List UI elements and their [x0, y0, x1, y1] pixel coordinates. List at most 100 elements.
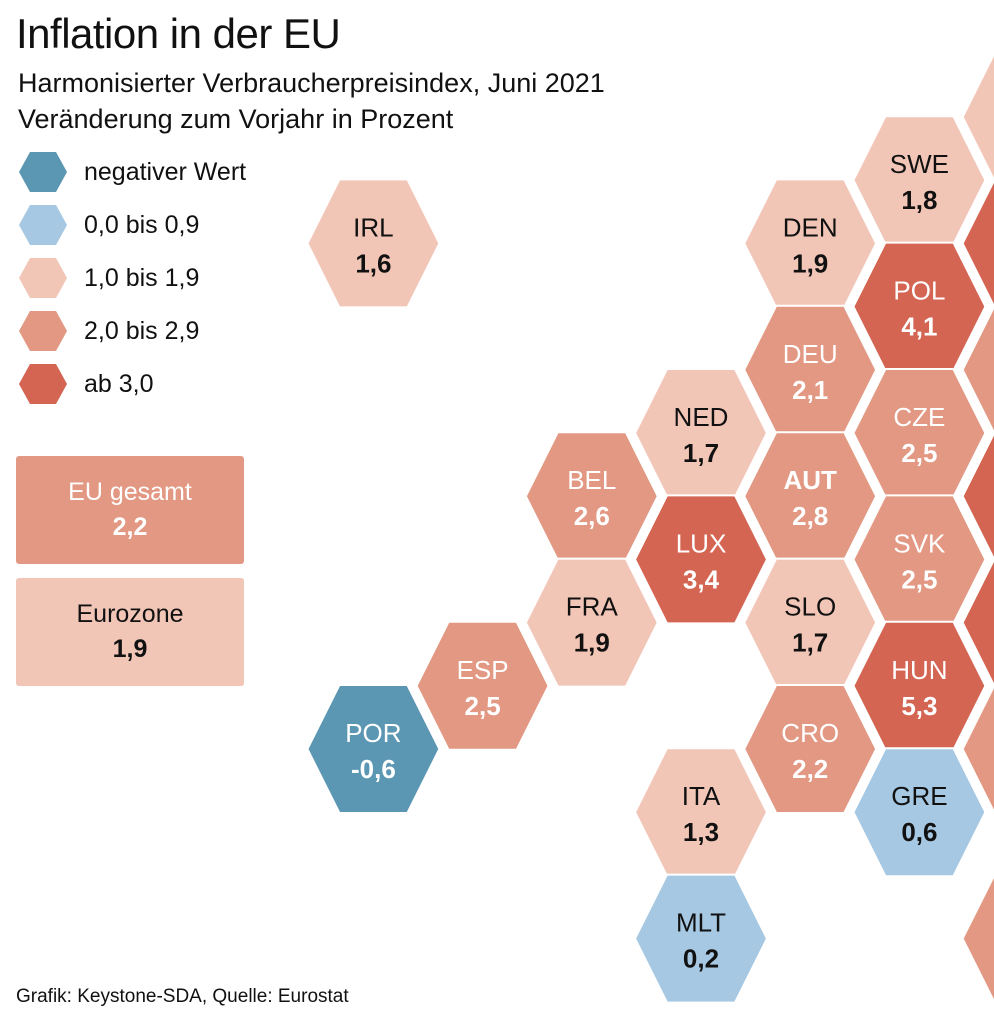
country-value-deu: 2,1 [792, 375, 828, 405]
country-code-esp: ESP [457, 655, 509, 685]
hex-cro [743, 684, 878, 814]
country-value-den: 1,9 [792, 248, 828, 278]
country-tile-den: DEN 1,9 [743, 178, 878, 309]
legend-swatch-1-1.9 [19, 258, 67, 298]
country-code-cro: CRO [781, 718, 839, 748]
hex-lux [633, 494, 769, 625]
chart-subtitle-line2: Veränderung zum Vorjahr in Prozent [18, 104, 454, 134]
country-code-bel: BEL [567, 465, 616, 495]
eurozone-label: Eurozone [76, 600, 184, 628]
country-tile-ita: ITA 1,3 [633, 747, 769, 878]
country-tile-ned: NED 1,7 [633, 368, 769, 498]
country-tile-bul: BUL2,4 [961, 684, 994, 814]
country-value-esp: 2,5 [465, 691, 501, 721]
eurozone-box: Eurozone 1,9 [16, 578, 244, 686]
country-code-ita: ITA [682, 781, 721, 811]
hex-cze [852, 368, 987, 498]
country-tile-aut: AUT 2,8 [743, 431, 878, 562]
country-value-fra: 1,9 [574, 628, 610, 658]
legend-label-2-2.9: 2,0 bis 2,9 [84, 316, 200, 345]
hex-esp [415, 620, 550, 751]
country-tile-cze: CZE 2,5 [852, 368, 987, 498]
country-code-cze: CZE [893, 402, 945, 432]
country-code-irl: IRL [353, 212, 393, 242]
country-tile-gre: GRE 0,6 [852, 747, 987, 878]
hex-gre [852, 747, 987, 878]
hex-fin [961, 52, 994, 182]
country-tile-hun: HUN 5,3 [852, 620, 987, 751]
hex-bul [961, 684, 994, 814]
country-code-lux: LUX [676, 528, 727, 558]
country-tile-lux: LUX 3,4 [633, 494, 769, 625]
legend-label-0-0.9: 0,0 bis 0,9 [84, 210, 200, 239]
country-value-bel: 2,6 [574, 501, 610, 531]
country-value-ita: 1,3 [683, 817, 719, 847]
country-tile-por: POR -0,6 [306, 684, 441, 814]
hex-fra [524, 557, 659, 688]
country-value-hun: 5,3 [901, 691, 937, 721]
hex-aut [743, 431, 878, 562]
eu-total-label: EU gesamt [68, 478, 192, 506]
country-tile-pol: POL 4,1 [852, 241, 987, 372]
country-code-slo: SLO [784, 592, 836, 622]
hex-ned [633, 368, 769, 498]
hex-cyp [961, 873, 994, 1004]
country-tile-svk: SVK 2,5 [852, 494, 987, 625]
country-code-gre: GRE [891, 781, 947, 811]
country-code-mlt: MLT [676, 908, 726, 938]
source-note: Grafik: Keystone-SDA, Quelle: Eurostat [16, 986, 349, 1007]
hex-ita [633, 747, 769, 878]
country-tile-fin: FIN1,9 [961, 52, 994, 182]
legend-swatch-2-2.9 [19, 311, 67, 351]
country-code-deu: DEU [783, 339, 838, 369]
hex-hun [852, 620, 987, 751]
country-tile-lit: LIT3,5 [961, 431, 994, 562]
country-value-swe: 1,8 [901, 185, 937, 215]
country-tile-irl: IRL 1,6 [306, 178, 441, 309]
country-code-por: POR [345, 718, 401, 748]
country-value-svk: 2,5 [901, 564, 937, 594]
country-value-ned: 1,7 [683, 438, 719, 468]
country-code-aut: AUT [783, 465, 837, 495]
country-code-hun: HUN [891, 655, 947, 685]
hex-slo [743, 557, 878, 688]
legend-item-2-2.9: 2,0 bis 2,9 [18, 311, 199, 351]
country-tile-rom: ROM3,5 [961, 557, 994, 688]
legend-label-1-1.9: 1,0 bis 1,9 [84, 263, 200, 292]
country-value-cro: 2,2 [792, 754, 828, 784]
legend-item-1-1.9: 1,0 bis 1,9 [18, 258, 199, 298]
country-tile-bel: BEL 2,6 [524, 431, 659, 562]
country-code-swe: SWE [890, 149, 949, 179]
hex-swe [852, 115, 987, 246]
country-tile-mlt: MLT 0,2 [633, 873, 769, 1004]
legend-label-negative: negativer Wert [84, 157, 247, 186]
country-tile-est: EST3,7 [961, 178, 994, 309]
legend-item-3plus: ab 3,0 [18, 364, 154, 404]
country-tile-esp: ESP 2,5 [415, 620, 550, 751]
hex-svk [852, 494, 987, 625]
country-code-den: DEN [783, 212, 838, 242]
country-code-svk: SVK [893, 528, 946, 558]
country-value-por: -0,6 [351, 754, 396, 784]
eu-total-box: EU gesamt 2,2 [16, 456, 244, 564]
country-value-mlt: 0,2 [683, 944, 719, 974]
legend-swatch-0-0.9 [19, 205, 67, 245]
hex-deu [743, 304, 878, 435]
chart-title: Inflation in der EU [16, 10, 341, 57]
hex-den [743, 178, 878, 309]
legend-swatch-negative [19, 152, 67, 192]
country-value-cze: 2,5 [901, 438, 937, 468]
country-value-gre: 0,6 [901, 817, 937, 847]
country-code-fra: FRA [566, 592, 619, 622]
country-code-pol: POL [893, 276, 945, 306]
hex-irl [306, 178, 441, 309]
hex-est [961, 178, 994, 309]
legend-item-0-0.9: 0,0 bis 0,9 [18, 205, 199, 245]
country-code-ned: NED [674, 402, 729, 432]
country-tile-slo: SLO 1,7 [743, 557, 878, 688]
country-tile-swe: SWE 1,8 [852, 115, 987, 246]
hex-lat [961, 304, 994, 435]
hex-rom [961, 557, 994, 688]
hex-pol [852, 241, 987, 372]
